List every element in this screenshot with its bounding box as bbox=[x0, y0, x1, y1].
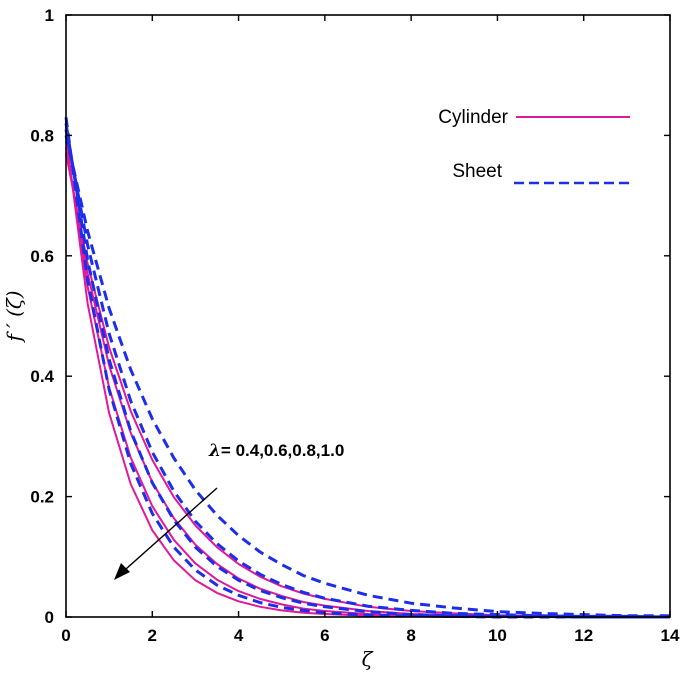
legend-label-sheet: Sheet bbox=[452, 161, 502, 182]
y-tick-label: 1 bbox=[45, 6, 54, 25]
x-tick-label: 14 bbox=[661, 626, 680, 645]
x-tick-label: 4 bbox=[234, 626, 244, 645]
y-tick-label: 0.4 bbox=[30, 367, 54, 386]
annotation-label: λ= 0.4,0.6,0.8,1.0 bbox=[208, 441, 344, 461]
annotation-arrow-line bbox=[125, 487, 218, 570]
series-line-sheet-3 bbox=[64, 129, 671, 619]
y-axis-label: f ′ (ζ) bbox=[2, 290, 26, 343]
annotation-symbol: λ bbox=[208, 441, 221, 461]
series-line-sheet-4 bbox=[64, 135, 670, 618]
x-tick-label: 0 bbox=[61, 626, 70, 645]
x-axis-label: ζ bbox=[362, 647, 374, 671]
series-layer bbox=[64, 117, 671, 619]
x-tick-label: 8 bbox=[406, 626, 415, 645]
series-line-sheet-2 bbox=[64, 123, 670, 619]
x-tick-label: 2 bbox=[148, 626, 157, 645]
y-tick-label: 0.6 bbox=[30, 247, 54, 266]
y-tick-label: 0.8 bbox=[30, 126, 54, 145]
y-tick-label: 0 bbox=[45, 608, 54, 627]
annotation: λ= 0.4,0.6,0.8,1.0 bbox=[114, 441, 344, 580]
x-tick-label: 10 bbox=[488, 626, 507, 645]
plot-frame bbox=[65, 14, 671, 618]
x-tick-label: 6 bbox=[320, 626, 329, 645]
x-tick-label: 12 bbox=[574, 626, 593, 645]
y-tick-label: 0.2 bbox=[30, 488, 54, 507]
annotation-arrowhead bbox=[114, 563, 130, 580]
annotation-values: = 0.4,0.6,0.8,1.0 bbox=[221, 441, 344, 460]
legend: Cylinder Sheet bbox=[438, 107, 632, 185]
tick-layer: 0 2 4 6 8 10 12 14 0 0.2 0.4 0.6 0.8 1 bbox=[30, 6, 680, 645]
legend-label-cylinder: Cylinder bbox=[438, 107, 508, 128]
